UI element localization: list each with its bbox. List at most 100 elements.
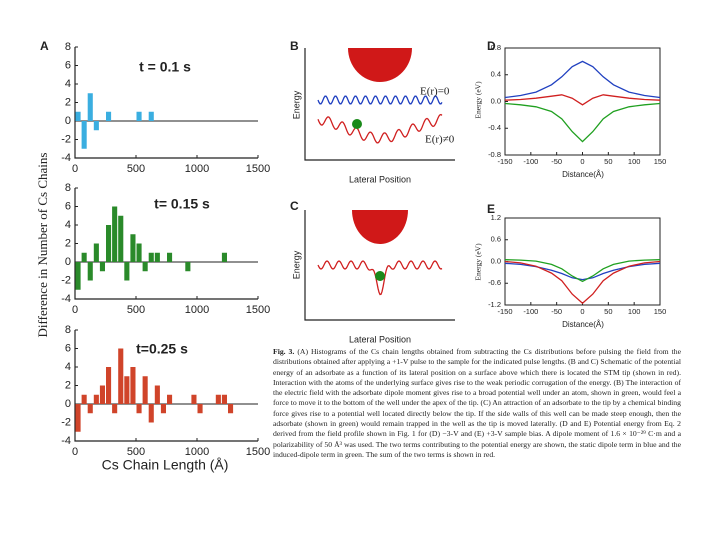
y-tick-label: -4 bbox=[61, 293, 71, 305]
x-tick-label: 1500 bbox=[246, 446, 270, 458]
x-tick-label: 1000 bbox=[185, 446, 209, 458]
panel-label: C bbox=[290, 199, 299, 213]
line-series bbox=[504, 260, 661, 305]
bar bbox=[87, 262, 93, 281]
y-tick-label: 0.4 bbox=[491, 70, 501, 79]
bar bbox=[148, 404, 154, 423]
axis-frame bbox=[504, 47, 661, 156]
x-tick-label: 1000 bbox=[185, 304, 209, 316]
x-tick-label: 0 bbox=[580, 157, 584, 166]
x-tick-label: -50 bbox=[551, 307, 562, 316]
y-tick-label: -2 bbox=[61, 416, 71, 428]
stm-tip bbox=[352, 210, 408, 244]
bar bbox=[75, 262, 81, 290]
curve-label: E(r)=0 bbox=[420, 86, 450, 98]
bar bbox=[106, 225, 112, 262]
y-tick-label: 6 bbox=[65, 342, 71, 354]
bar bbox=[185, 262, 191, 272]
x-tick-label: 0 bbox=[72, 304, 78, 316]
bar bbox=[93, 243, 99, 262]
x-tick-label: 100 bbox=[628, 307, 641, 316]
bar bbox=[130, 234, 136, 262]
bar bbox=[148, 252, 154, 262]
y-tick-label: 8 bbox=[65, 41, 71, 53]
y-tick-label: 0 bbox=[65, 115, 71, 127]
chart-title: t= 0.15 s bbox=[154, 196, 210, 212]
axis-label: Energy bbox=[291, 250, 301, 279]
axis-label: Lateral Position bbox=[349, 334, 411, 344]
bar bbox=[99, 262, 105, 272]
diagram-axes bbox=[304, 210, 455, 321]
y-tick-label: -4 bbox=[61, 435, 71, 447]
bar bbox=[197, 404, 203, 414]
x-tick-label: 1000 bbox=[185, 163, 209, 175]
x-tick-label: -50 bbox=[551, 157, 562, 166]
x-tick-label: -150 bbox=[497, 307, 512, 316]
bar bbox=[112, 206, 118, 262]
bar bbox=[118, 348, 124, 404]
chart-title: t=0.25 s bbox=[136, 341, 188, 357]
bar bbox=[93, 394, 99, 404]
line-series bbox=[504, 94, 661, 106]
bar bbox=[99, 385, 105, 404]
narrow-well bbox=[317, 260, 443, 296]
bar bbox=[191, 394, 197, 404]
axis-frame bbox=[504, 217, 661, 306]
x-tick-label: 100 bbox=[628, 157, 641, 166]
bar bbox=[215, 394, 221, 404]
bar bbox=[228, 404, 234, 414]
bar bbox=[87, 93, 93, 121]
axis-label: Lateral Position bbox=[349, 174, 411, 184]
x-tick-label: 500 bbox=[127, 304, 145, 316]
chart-title: t = 0.1 s bbox=[139, 59, 191, 75]
bar bbox=[154, 385, 160, 404]
bar bbox=[148, 111, 154, 121]
bar bbox=[106, 367, 112, 404]
y-tick-label: 0.8 bbox=[491, 43, 501, 52]
panel-label: D bbox=[487, 39, 496, 53]
bar bbox=[142, 376, 148, 404]
x-tick-label: -100 bbox=[523, 307, 538, 316]
bar bbox=[75, 404, 81, 432]
x-tick-label: 0 bbox=[72, 163, 78, 175]
y-tick-label: -0.6 bbox=[488, 278, 501, 287]
bar bbox=[136, 111, 142, 121]
y-axis-label: Energy (eV) bbox=[474, 81, 483, 119]
line-series bbox=[504, 259, 661, 283]
y-axis-label: Difference in Number of Cs Chains bbox=[35, 153, 50, 338]
x-tick-label: 0 bbox=[72, 446, 78, 458]
y-tick-label: 4 bbox=[65, 219, 71, 231]
x-axis-label: Distance(Å) bbox=[562, 170, 604, 179]
flat-corrugation bbox=[317, 95, 443, 105]
x-tick-label: 0 bbox=[580, 307, 584, 316]
y-tick-label: 6 bbox=[65, 200, 71, 212]
adsorbate bbox=[352, 119, 362, 129]
bar bbox=[154, 252, 160, 262]
panel-label: A bbox=[40, 39, 49, 53]
x-tick-label: 50 bbox=[604, 157, 612, 166]
bar bbox=[75, 111, 81, 121]
y-tick-label: -0.4 bbox=[488, 123, 501, 132]
y-tick-label: -0.8 bbox=[488, 150, 501, 159]
y-tick-label: 8 bbox=[65, 324, 71, 336]
curve-label: E(r)≠0 bbox=[425, 134, 455, 146]
bar bbox=[112, 404, 118, 414]
y-tick-label: 0.0 bbox=[491, 96, 501, 105]
x-tick-label: -100 bbox=[523, 157, 538, 166]
x-tick-label: 150 bbox=[654, 307, 667, 316]
y-tick-label: 0 bbox=[65, 256, 71, 268]
bar bbox=[93, 121, 99, 131]
diagram-axes bbox=[304, 48, 455, 161]
stm-tip bbox=[348, 48, 412, 82]
line-series bbox=[504, 262, 661, 281]
y-tick-label: 6 bbox=[65, 59, 71, 71]
x-tick-label: 500 bbox=[127, 446, 145, 458]
bar bbox=[124, 376, 130, 404]
caption-label: Fig. 3. bbox=[273, 347, 295, 356]
bar bbox=[118, 215, 124, 262]
panel-label: B bbox=[290, 39, 299, 53]
line-series bbox=[504, 102, 661, 143]
bar bbox=[136, 404, 142, 414]
bar bbox=[130, 367, 136, 404]
